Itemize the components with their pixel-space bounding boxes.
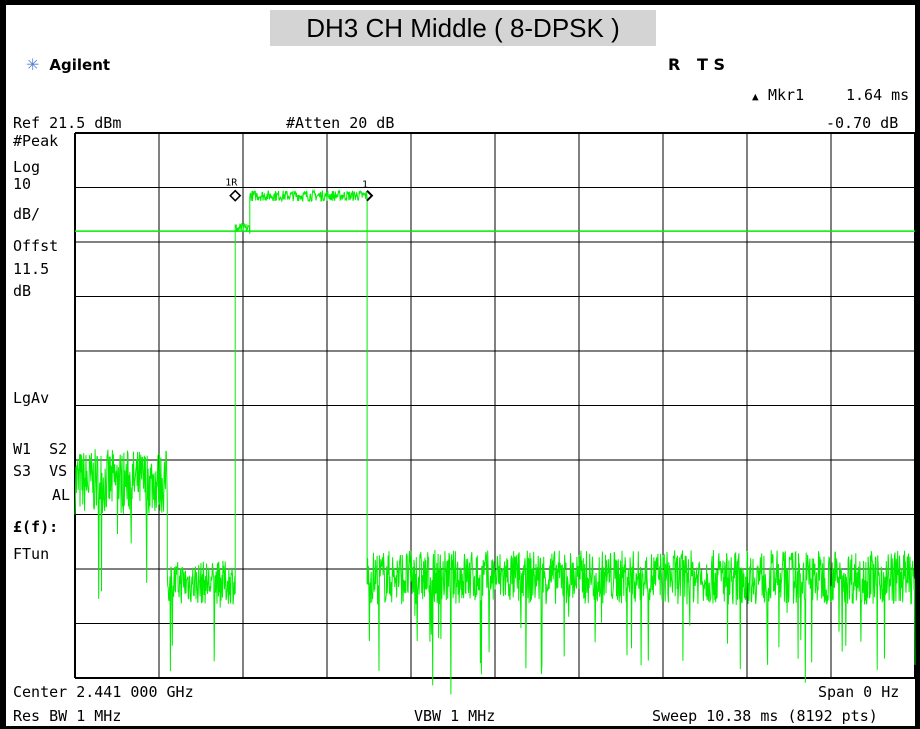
sweep: Sweep 10.38 ms (8192 pts) [652,707,878,725]
trace-al: AL [52,486,71,504]
brand: ✳ Agilent [26,55,110,74]
ref-level: Ref 21.5 dBm [13,114,122,132]
res-bw: Res BW 1 MHz [13,707,122,725]
scale-value: 10 [13,175,32,193]
marker-layer: 1R 1 [225,178,374,202]
offset-label: Offst [13,237,59,255]
marker-1-label: 1 [362,180,368,191]
marker-label: Mkr1 [768,86,805,104]
agilent-logo-icon: ✳ [26,55,40,74]
offset-unit: dB [13,282,32,300]
plot-title: DH3 CH Middle ( 8-DPSK ) [270,10,656,46]
trace-w1s2: W1 S2 [13,440,68,458]
trace-layer [74,188,916,695]
marker-level: -0.70 dB [826,114,899,132]
marker-ref-diamond-icon [229,189,242,202]
trace-line [74,188,916,695]
trace-s3vs: S3 VS [13,462,68,480]
scale-type: Log [13,158,41,176]
ftun-label: FTun [13,545,50,563]
marker-1-arrow-icon [366,189,374,202]
span: Span 0 Hz [818,683,900,701]
offset-value: 11.5 [13,260,50,278]
marker-time: 1.64 ms [846,86,910,104]
delta-marker-icon: ▲ [752,90,759,103]
detector-peak: #Peak [13,132,59,150]
center-frequency: Center 2.441 000 GHz [13,683,194,701]
attenuation: #Atten 20 dB [286,114,395,132]
brand-name: Agilent [49,55,111,74]
averaging-label: LgAv [13,389,50,407]
vbw: VBW 1 MHz [414,707,496,725]
scale-unit: dB/ [13,205,41,223]
marker-ref-label: 1R [225,178,238,189]
ftun-function: £(f): [13,518,59,536]
status-flags: R T S [668,55,726,74]
